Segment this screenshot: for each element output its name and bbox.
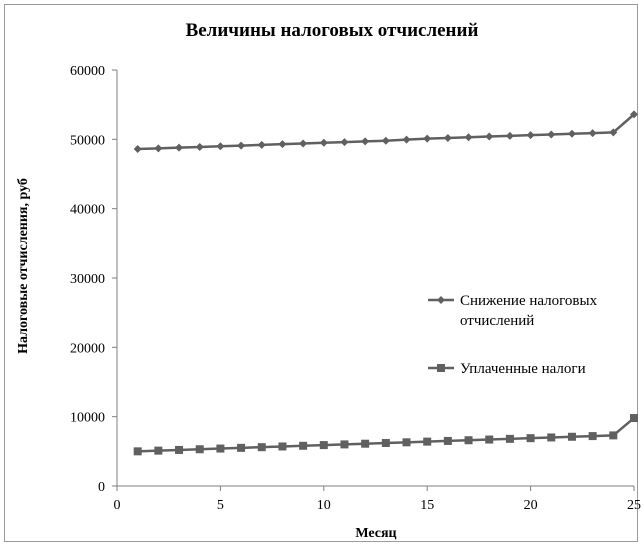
data-point — [278, 442, 287, 451]
data-point — [588, 432, 597, 441]
legend: Снижение налоговых отчислений Уплаченные н… — [428, 293, 598, 377]
data-point — [175, 143, 184, 152]
x-axis-ticks: 0 5 10 15 20 25 — [114, 486, 641, 513]
legend-item: Уплаченные налоги — [428, 361, 586, 377]
series-1 — [133, 110, 638, 154]
chart-frame — [4, 4, 638, 542]
y-tick-label: 40000 — [70, 203, 105, 218]
legend-marker — [437, 364, 445, 372]
legend-marker — [437, 296, 445, 304]
data-point — [257, 140, 266, 149]
y-axis-title: Налоговые отчисления, руб — [16, 178, 31, 354]
data-point — [381, 136, 390, 145]
data-point — [133, 145, 142, 154]
data-point — [630, 110, 638, 119]
data-point — [216, 142, 225, 151]
x-tick-label: 10 — [317, 498, 331, 513]
data-point — [505, 131, 514, 140]
legend-label: Уплаченные налоги — [460, 361, 586, 377]
data-point — [299, 139, 308, 148]
x-tick-label: 5 — [217, 498, 224, 513]
data-point — [485, 132, 494, 141]
data-point — [216, 444, 225, 453]
data-point — [361, 439, 370, 448]
data-point — [464, 436, 473, 445]
x-tick-label: 25 — [627, 498, 641, 513]
data-point — [195, 142, 204, 151]
legend-item: Снижение налоговых отчислений — [428, 293, 598, 329]
data-point — [175, 445, 184, 454]
data-point — [402, 438, 411, 447]
data-point — [609, 431, 618, 440]
data-point — [464, 133, 473, 142]
data-point — [485, 435, 494, 444]
y-tick-label: 30000 — [70, 272, 105, 287]
data-point — [319, 138, 328, 147]
y-tick-label: 50000 — [70, 133, 105, 148]
y-tick-label: 60000 — [70, 64, 105, 79]
data-point — [402, 135, 411, 144]
data-point — [423, 437, 432, 446]
data-point — [423, 134, 432, 143]
data-point — [195, 445, 204, 454]
data-point — [299, 441, 308, 450]
x-tick-label: 15 — [420, 498, 434, 513]
data-point — [443, 133, 452, 142]
data-point — [133, 447, 142, 456]
y-tick-label: 10000 — [70, 411, 105, 426]
data-point — [361, 137, 370, 146]
legend-label: отчислений — [460, 313, 534, 329]
data-point — [237, 443, 246, 452]
y-tick-label: 0 — [98, 480, 105, 495]
data-point — [588, 129, 597, 138]
y-tick-label: 20000 — [70, 341, 105, 356]
data-point — [547, 433, 556, 442]
series-layer — [133, 110, 638, 456]
y-axis-ticks: 0 10000 20000 30000 40000 50000 60000 — [70, 64, 117, 495]
data-point — [340, 138, 349, 147]
x-axis-title: Месяц — [355, 526, 396, 541]
data-point — [526, 434, 535, 443]
data-point — [154, 446, 163, 455]
data-point — [237, 141, 246, 150]
data-point — [505, 434, 514, 443]
data-point — [278, 140, 287, 149]
data-point — [381, 439, 390, 448]
data-point — [567, 432, 576, 441]
data-point — [609, 128, 618, 137]
data-point — [443, 436, 452, 445]
data-point — [340, 440, 349, 449]
data-point — [319, 441, 328, 450]
data-point — [257, 443, 266, 452]
series-2 — [133, 414, 638, 456]
data-point — [526, 131, 535, 140]
data-point — [547, 130, 556, 139]
x-tick-label: 20 — [524, 498, 538, 513]
x-tick-label: 0 — [114, 498, 121, 513]
data-point — [630, 414, 638, 423]
data-point — [154, 144, 163, 153]
data-point — [567, 129, 576, 138]
chart-title: Величины налоговых отчислений — [186, 20, 479, 41]
legend-label: Снижение налоговых — [460, 293, 598, 309]
